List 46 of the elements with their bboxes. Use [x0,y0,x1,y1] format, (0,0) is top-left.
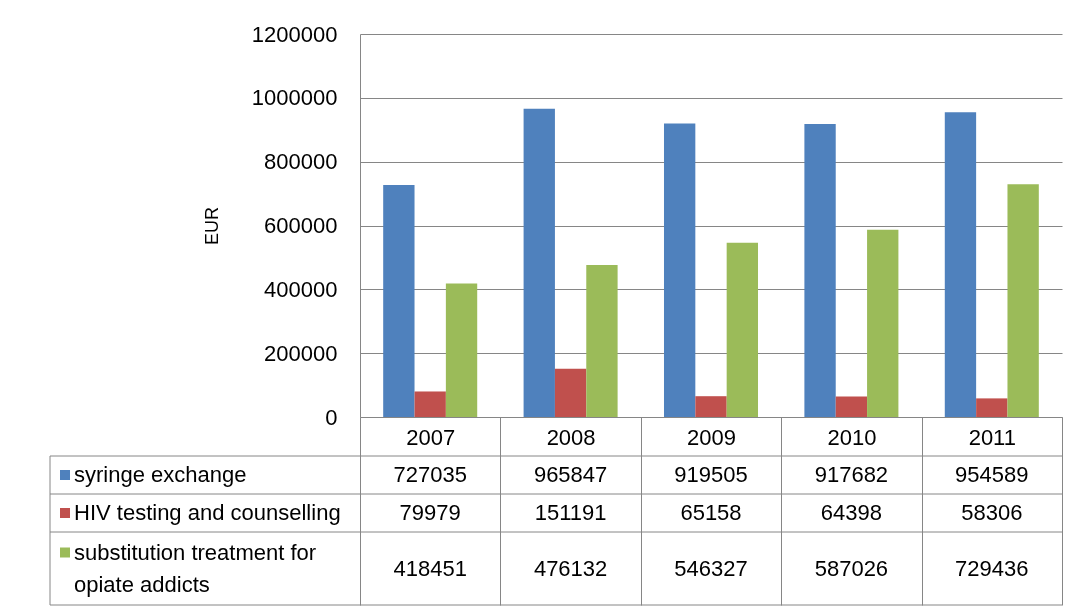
data-label: 917682 [814,462,889,487]
y-tick-label: 1000000 [251,85,338,111]
x-tick-label: 2007 [406,424,456,450]
data-label: 727035 [393,462,467,487]
legend-label: syringe exchange [74,462,247,487]
x-tick-label: 2011 [968,424,1016,450]
bar [1007,184,1039,417]
y-axis-title: EUR [201,206,222,246]
x-tick-label: 2010 [827,424,877,450]
bar [835,396,868,417]
data-label: 919505 [674,462,748,487]
legend-label: substitution treatment for opiate addicts [74,539,317,597]
data-label: 729436 [955,555,1029,581]
data-label: 418451 [393,555,467,581]
data-label: 65158 [680,500,742,525]
bar [554,368,587,417]
data-label: 79979 [399,500,461,525]
bar [383,184,415,417]
bar [695,396,727,417]
data-label: 151191 [534,500,607,525]
y-tick-label: 0 [325,404,338,430]
data-label: 476132 [533,555,608,581]
data-label: 64398 [820,500,882,525]
data-label: 587026 [814,555,889,581]
data-label: 965847 [533,462,608,487]
data-label: 58306 [961,500,1023,525]
legend-label: HIV testing and counselling [74,500,341,525]
bar [976,398,1008,417]
y-tick-label: 1200000 [251,21,338,47]
bar [726,242,759,417]
bar [804,124,836,417]
x-tick-label: 2008 [546,424,596,450]
data-label: 954589 [955,462,1029,487]
bar [944,112,977,417]
bar [867,229,899,417]
bar [663,123,696,417]
x-tick-label: 2009 [687,424,736,450]
data-label: 546327 [674,555,748,581]
y-tick-label: 200000 [264,340,338,366]
bar [445,283,478,417]
bar [523,108,555,417]
bar [414,391,446,417]
y-tick-label: 800000 [264,149,338,175]
bar [586,265,618,417]
y-tick-label: 600000 [264,213,338,238]
y-tick-label: 400000 [264,276,338,302]
